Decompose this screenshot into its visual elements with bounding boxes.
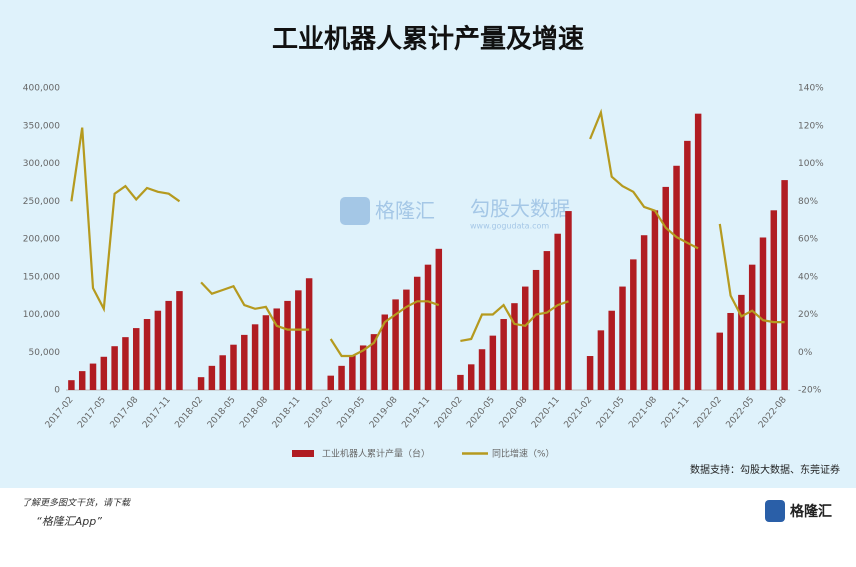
bar (522, 286, 529, 390)
bar (511, 303, 518, 390)
bar (295, 290, 302, 390)
bar (619, 286, 626, 390)
bar (154, 310, 162, 390)
bar (251, 324, 259, 390)
legend-swatch (292, 450, 314, 457)
y-tick-label: 0 (54, 386, 60, 396)
y2-tick-label: 20% (798, 310, 818, 320)
footer-text: 了解更多图文干货，请下载 (22, 498, 131, 509)
bar (651, 210, 659, 390)
y2-tick-label: 40% (798, 272, 818, 282)
bar (359, 345, 367, 390)
bar (565, 211, 572, 390)
bar (489, 335, 497, 390)
bar (241, 334, 248, 390)
y-tick-label: 350,000 (23, 121, 60, 131)
legend-label: 工业机器人累计产量（台） (322, 448, 430, 460)
bar (392, 299, 399, 390)
chart-bg (0, 0, 856, 488)
bar (748, 264, 756, 390)
logo-icon (765, 500, 785, 522)
bar (673, 165, 680, 390)
legend-label: 同比增速（%） (492, 448, 555, 460)
bar (640, 235, 648, 390)
bar (457, 374, 464, 390)
bar (770, 210, 778, 390)
watermark-text: 勾股大数据 (470, 197, 570, 221)
bar (781, 180, 788, 390)
bar (208, 365, 216, 390)
bar (716, 332, 724, 390)
bar (327, 375, 334, 390)
bar (262, 315, 270, 390)
bar (230, 344, 237, 390)
bar (662, 186, 669, 390)
bar (305, 278, 313, 390)
line (70, 108, 785, 358)
bar (467, 364, 475, 390)
y2-tick-label: 60% (798, 235, 818, 245)
watermark-url: www.gogudata.com (470, 222, 549, 231)
footer-app: “格隆汇App” (36, 515, 102, 528)
bar (684, 140, 691, 390)
bar (132, 328, 140, 390)
bar (759, 237, 767, 390)
bar (435, 248, 443, 390)
bar (608, 310, 615, 390)
y2-tick-label: -20% (798, 386, 822, 396)
y2-tick-label: 120% (798, 121, 824, 131)
y-tick-label: 300,000 (23, 159, 60, 169)
bar (586, 356, 594, 390)
bar (284, 300, 291, 390)
source: 数据支持：勾股大数据、东莞证券 (690, 463, 840, 476)
bar (68, 380, 75, 390)
watermark-text: 格隆汇 (375, 199, 435, 223)
bar (630, 259, 637, 390)
bar (338, 365, 345, 390)
y2-tick-label: 100% (798, 159, 824, 169)
watermark-icon (340, 197, 370, 225)
y-tick-label: 150,000 (23, 272, 60, 282)
bar (403, 289, 410, 390)
bar (478, 349, 486, 390)
y2-tick-label: 0% (798, 348, 813, 358)
bar (143, 319, 151, 390)
bar (370, 334, 378, 390)
bar (424, 264, 432, 390)
bar (597, 330, 605, 390)
y2-tick-label: 80% (798, 197, 818, 207)
bar (554, 233, 561, 390)
bar (165, 300, 172, 390)
bar (349, 355, 356, 390)
bar (78, 371, 86, 390)
bar (727, 312, 734, 390)
y2-tick-label: 140% (798, 84, 824, 94)
bar (111, 346, 118, 390)
y-tick-label: 100,000 (23, 310, 60, 320)
y-tick-label: 200,000 (23, 235, 60, 245)
bar (738, 294, 745, 390)
watermark: 格隆汇 勾股大数据 www.gogudata.com (340, 197, 570, 231)
bar (219, 355, 226, 390)
bar (381, 314, 389, 390)
bar (273, 308, 280, 390)
logo: 格隆汇 (790, 503, 832, 520)
y-tick-label: 50,000 (29, 348, 61, 358)
bar (543, 251, 551, 390)
bar (500, 319, 507, 390)
y-tick-label: 250,000 (23, 197, 60, 207)
bar (197, 377, 205, 390)
y-tick-label: 400,000 (23, 84, 60, 94)
bar (100, 356, 108, 390)
chart-title: 工业机器人累计产量及增速 (272, 24, 584, 55)
bar (89, 363, 97, 390)
bar (413, 276, 421, 390)
bar (694, 113, 702, 391)
bar (532, 269, 540, 390)
footer-bg (0, 488, 856, 567)
bar (122, 337, 129, 390)
bar (176, 291, 183, 390)
